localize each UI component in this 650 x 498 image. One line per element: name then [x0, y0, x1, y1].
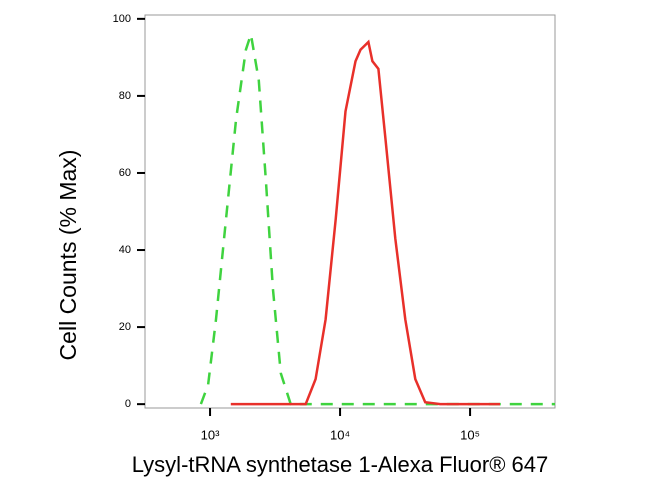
- x-tick-label: 10⁴: [330, 427, 350, 442]
- y-tick-label: 0: [125, 398, 131, 410]
- x-tick-label: 10⁵: [460, 427, 480, 442]
- histogram-line: [230, 39, 500, 406]
- plot-frame: [144, 14, 556, 409]
- histogram-line: [199, 33, 555, 406]
- y-tick-label: 100: [113, 13, 131, 25]
- y-tick-label: 20: [119, 321, 131, 333]
- x-axis-title: Lysyl-tRNA synthetase 1-Alexa Fluor® 647: [132, 452, 548, 477]
- y-tick-label: 40: [119, 244, 131, 256]
- y-tick-label: 80: [119, 90, 131, 102]
- y-axis-title: Cell Counts (% Max): [55, 150, 81, 361]
- x-tick-label: 10³: [201, 427, 220, 442]
- y-tick-label: 60: [119, 167, 131, 179]
